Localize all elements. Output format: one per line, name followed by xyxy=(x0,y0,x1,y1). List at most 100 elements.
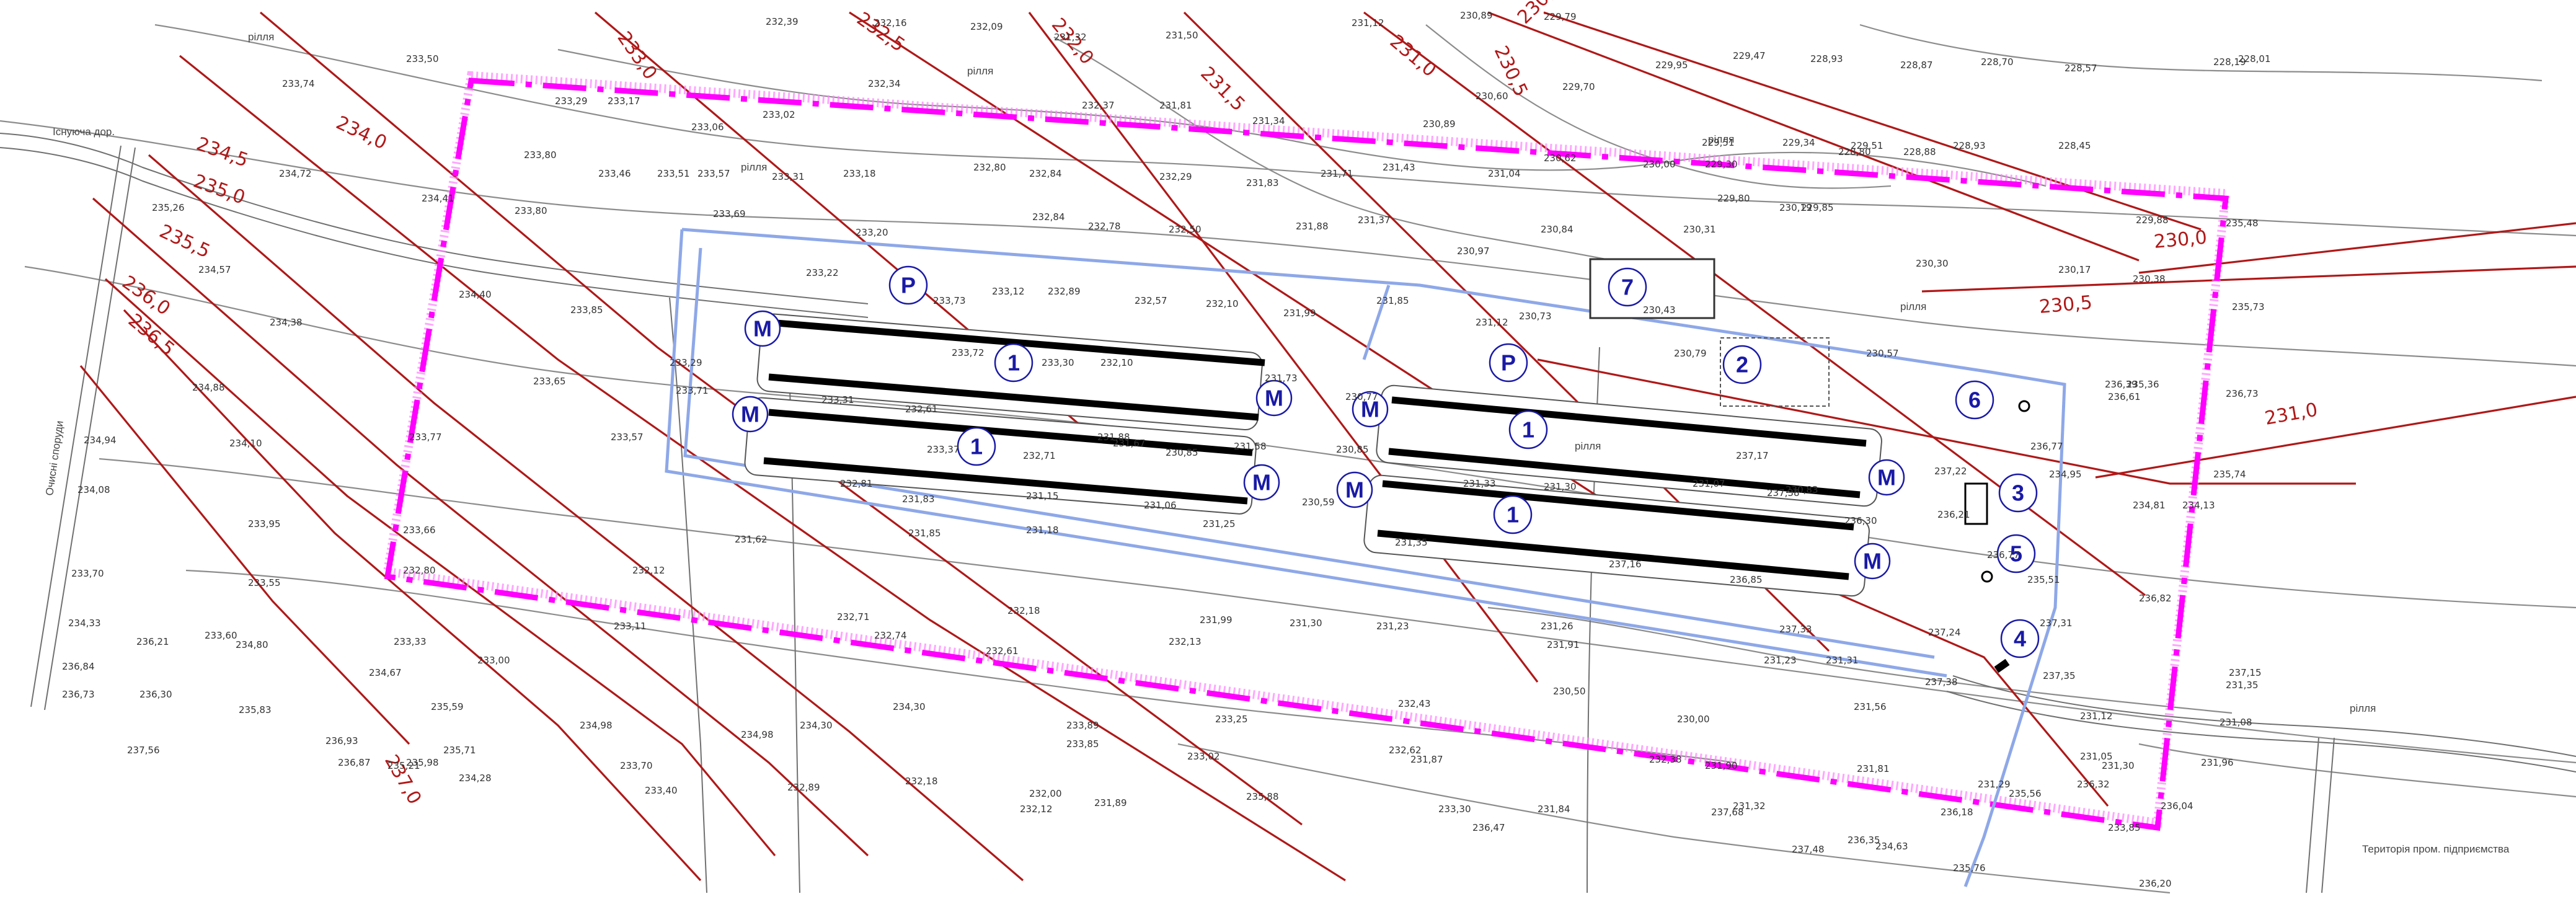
spot-height-s130: 231,83 xyxy=(902,494,935,505)
spot-height-s210: 235,21 xyxy=(387,760,420,771)
spot-height-s47: 231,43 xyxy=(1383,162,1415,173)
spot-height-s81: 231,85 xyxy=(1376,295,1409,306)
spot-height-s187: 234,30 xyxy=(893,701,926,712)
svg-text:1: 1 xyxy=(1007,350,1020,376)
spot-height-s145: 231,85 xyxy=(908,528,941,539)
isoline-label: 231,0 xyxy=(2263,399,2319,429)
spot-height-s127: 233,95 xyxy=(248,518,281,529)
marker-barn-upper-right: 1 xyxy=(1508,410,1548,450)
spot-height-s56: 233,80 xyxy=(515,205,547,216)
spot-height-s21: 233,06 xyxy=(691,122,724,133)
svg-text:2: 2 xyxy=(1736,352,1748,378)
marker-stairs-3: 3 xyxy=(1998,473,2038,513)
spot-height-s51: 229,30 xyxy=(1705,159,1738,170)
spot-height-s224: 231,96 xyxy=(2201,757,2234,768)
spot-height-s74: 233,85 xyxy=(570,304,603,316)
isoline-label: 231,5 xyxy=(1196,63,1249,115)
spot-height-s175: 232,13 xyxy=(1169,636,1202,647)
terrain-contours xyxy=(0,24,2576,894)
spot-height-s57: 233,69 xyxy=(713,208,746,219)
spot-height-s93: 233,30 xyxy=(1042,357,1074,368)
spot-height-s137: 236,21 xyxy=(1937,509,1970,520)
marker-building-7: 7 xyxy=(1608,267,1647,307)
spot-height-s218: 231,87 xyxy=(1410,754,1443,765)
marker-barn-lower-right: 1 xyxy=(1493,495,1533,534)
marker-m-7: M xyxy=(1868,459,1905,496)
isoline-label: 232,5 xyxy=(852,8,908,56)
spot-height-s86: 230,17 xyxy=(2058,264,2091,275)
spot-height-s228: 236,47 xyxy=(1472,822,1505,833)
spot-height-s2: 232,16 xyxy=(874,17,907,29)
spot-height-s29: 229,70 xyxy=(1562,81,1595,92)
spot-height-s179: 237,38 xyxy=(1925,676,1958,688)
isoline-label: 233,0 xyxy=(613,28,661,84)
spot-height-s49: 230,62 xyxy=(1544,153,1577,164)
spot-height-s28: 230,60 xyxy=(1476,91,1508,102)
spot-height-s46: 231,71 xyxy=(1321,168,1353,179)
spot-height-s116: 233,37 xyxy=(927,444,960,455)
spot-height-s193: 231,56 xyxy=(1854,701,1887,712)
spot-height-s30: 229,51 xyxy=(1702,137,1735,148)
marker-well-6: 6 xyxy=(1955,380,1994,420)
spot-height-s27: 230,89 xyxy=(1423,118,1456,130)
spot-height-s113: 234,10 xyxy=(229,438,262,449)
well-6 xyxy=(2018,400,2030,412)
spot-height-s142: 232,80 xyxy=(403,565,436,576)
spot-height-s118: 231,67 xyxy=(1113,438,1146,449)
internal-roads xyxy=(665,228,2066,887)
spot-height-s169: 236,21 xyxy=(136,636,169,647)
spot-height-s222: 231,29 xyxy=(1978,779,2011,790)
territory-label: Територія пром. підприємства xyxy=(2362,843,2510,855)
spot-height-s165: 237,24 xyxy=(1928,627,1961,638)
svg-text:4: 4 xyxy=(2014,626,2026,652)
spot-height-s55: 234,41 xyxy=(422,193,454,204)
spot-height-s80: 231,99 xyxy=(1283,308,1316,319)
svg-text:3: 3 xyxy=(2012,480,2024,506)
spot-height-s186: 234,98 xyxy=(580,720,613,731)
spot-height-s237: 236,20 xyxy=(2139,878,2172,889)
spot-height-s99: 236,39 xyxy=(2105,379,2138,390)
spot-height-s14: 228,57 xyxy=(2065,63,2097,74)
spot-height-s152: 235,51 xyxy=(2027,574,2060,585)
spot-height-s59: 232,84 xyxy=(1032,211,1065,223)
spot-height-s9: 229,95 xyxy=(1655,60,1688,71)
spot-height-s131: 231,15 xyxy=(1026,490,1059,502)
svg-text:1: 1 xyxy=(970,434,983,459)
marker-m-5: M xyxy=(1352,391,1389,428)
marker-barn-lower-left: 1 xyxy=(957,427,996,466)
spot-height-s39: 233,57 xyxy=(697,168,730,179)
spot-height-s198: 236,87 xyxy=(338,757,371,768)
spot-height-s15: 228,19 xyxy=(2213,56,2246,68)
spot-height-s16: 228,01 xyxy=(2238,53,2271,64)
spot-height-s13: 228,70 xyxy=(1981,56,2014,68)
spot-height-s144: 231,62 xyxy=(735,534,768,545)
spot-height-s36: 233,80 xyxy=(524,149,557,161)
spot-height-s133: 230,59 xyxy=(1302,497,1335,508)
field-label: рілля xyxy=(1708,133,1734,145)
spot-height-s216: 232,00 xyxy=(1029,788,1062,799)
spot-height-s117: 232,71 xyxy=(1023,450,1056,461)
spot-height-s219: 231,84 xyxy=(1538,804,1570,815)
spot-height-s180: 237,35 xyxy=(2043,670,2076,681)
spot-height-s43: 232,84 xyxy=(1029,168,1062,179)
svg-text:P: P xyxy=(901,273,916,298)
field-label: рілля xyxy=(2350,702,2376,714)
spot-height-s50: 230,00 xyxy=(1643,159,1676,170)
spot-height-s105: 232,61 xyxy=(905,404,938,415)
spot-height-s156: 233,33 xyxy=(394,636,427,647)
spot-height-s189: 233,25 xyxy=(1215,714,1248,725)
spot-height-s215: 232,18 xyxy=(905,776,938,787)
spot-height-s195: 231,35 xyxy=(2226,680,2259,691)
spot-height-s140: 233,70 xyxy=(71,568,104,579)
barn-1-lower-left xyxy=(744,397,1257,515)
spot-height-s96: 230,77 xyxy=(1345,391,1378,402)
spot-height-s161: 231,30 xyxy=(1290,618,1322,629)
spot-height-s217: 231,89 xyxy=(1094,797,1127,808)
road-label: Існуюча дор. xyxy=(53,126,115,138)
spot-height-s25: 231,81 xyxy=(1159,100,1192,111)
svg-text:M: M xyxy=(1345,477,1364,503)
spot-height-s82: 231,12 xyxy=(1476,317,1508,328)
spot-height-s138: 234,95 xyxy=(2049,469,2082,480)
svg-text:5: 5 xyxy=(2010,541,2022,567)
equipment-area-2 xyxy=(1720,337,1830,407)
